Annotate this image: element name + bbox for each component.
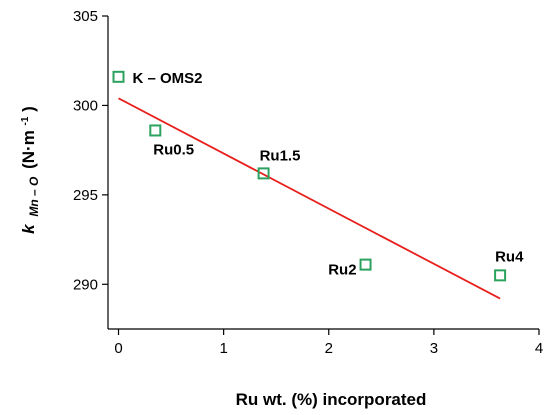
point-label: Ru1.5 [260,147,301,164]
data-point [494,269,507,282]
points-group [112,70,507,282]
point-label: Ru2 [328,262,356,279]
y-axis-label-unit-sup: -1 [20,116,31,125]
x-tick-label: 1 [219,340,227,357]
axes: 290 295 300 305 0 1 2 3 4 [73,8,543,357]
point-labels-group: K – OMS2 Ru0.5 Ru1.5 Ru2 Ru4 [133,70,525,279]
data-point [257,167,270,180]
data-point [112,70,125,83]
data-point [359,258,372,271]
fit-line-group [118,97,501,300]
y-axis-label-k: k [19,223,38,234]
y-tick-label: 300 [73,97,98,114]
x-axis-label: Ru wt. (%) incorporated [236,390,427,409]
y-tick-label: 290 [73,276,98,293]
y-tick-label: 295 [73,187,98,204]
fit-line [118,97,501,300]
point-label: K – OMS2 [133,70,203,87]
y-axis-label-subscript: Mn – O [27,176,41,217]
y-tick-label: 305 [73,8,98,25]
x-tick-label: 0 [114,340,122,357]
y-axis-label: k Mn – O (N·m -1 ) [13,106,42,234]
y-axis-label-unit-close: ) [19,106,38,112]
data-point [149,124,162,137]
x-tick-label: 4 [535,340,543,357]
x-tick-label: 2 [325,340,333,357]
x-tick-label: 3 [430,340,438,357]
point-label: Ru0.5 [153,141,194,158]
y-axis-label-unit: (N·m [19,130,38,169]
point-label: Ru4 [495,248,524,265]
